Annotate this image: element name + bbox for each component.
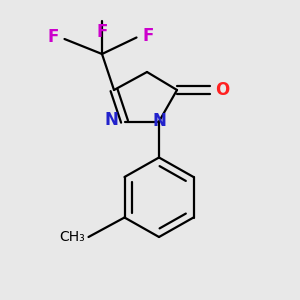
Text: CH₃: CH₃ [59, 230, 85, 244]
Text: N: N [105, 111, 119, 129]
Text: F: F [47, 28, 59, 46]
Text: F: F [142, 27, 154, 45]
Text: F: F [96, 23, 108, 41]
Text: N: N [152, 112, 166, 130]
Text: O: O [215, 81, 230, 99]
